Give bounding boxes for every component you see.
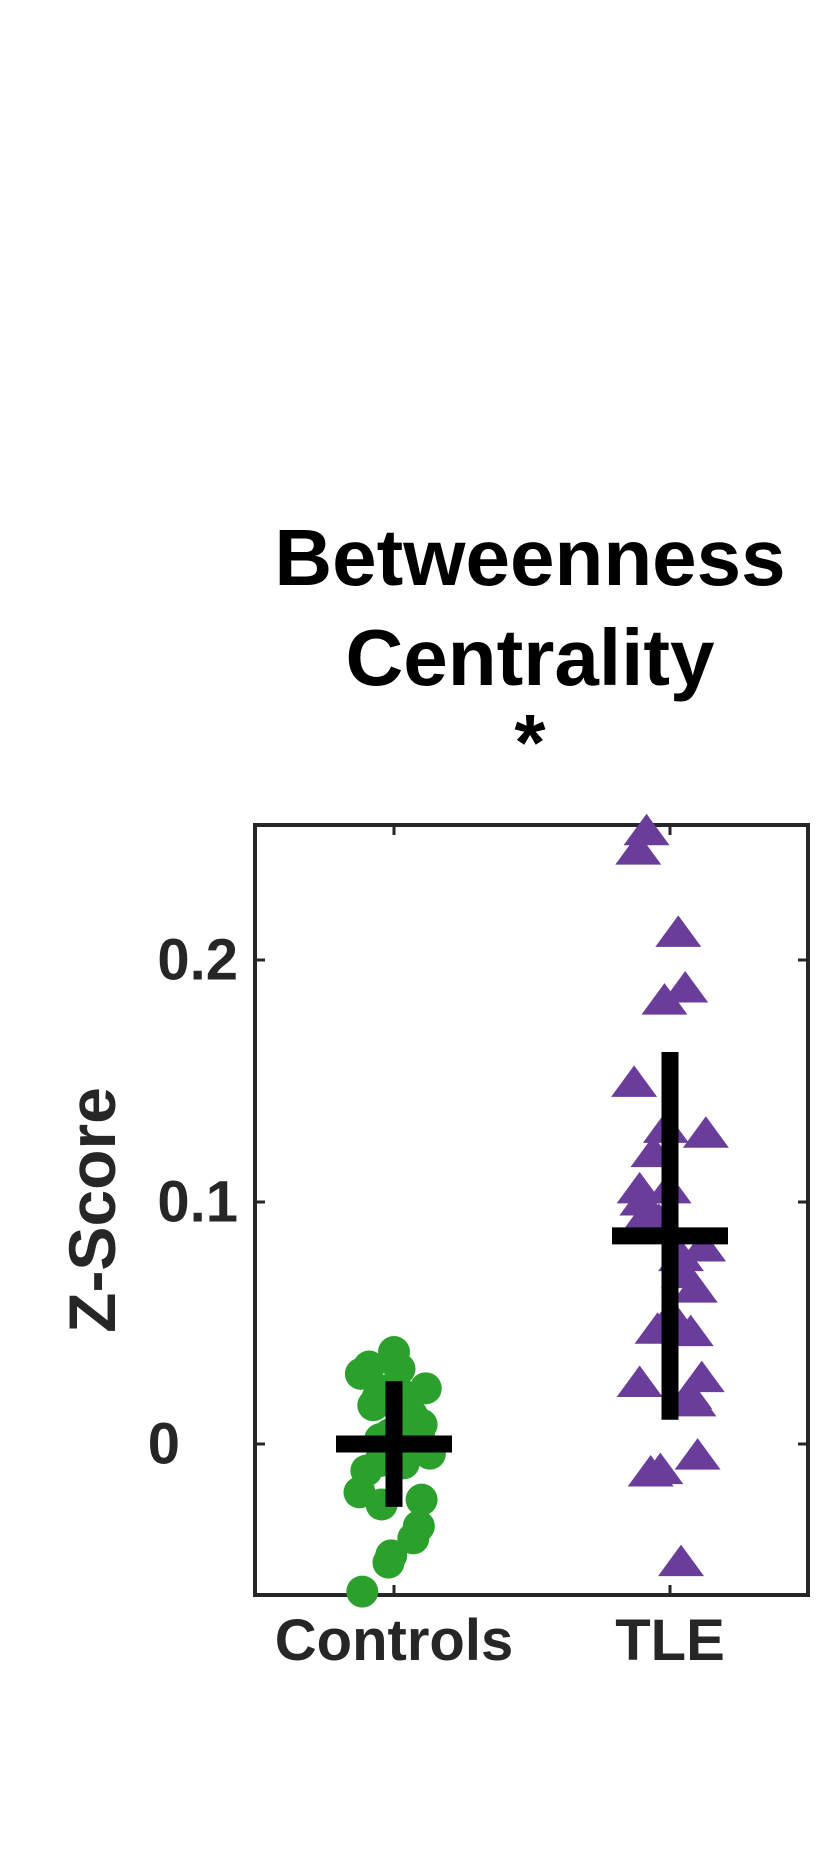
point-tle-26 <box>674 1438 721 1470</box>
point-tle-1 <box>615 833 662 865</box>
point-controls-9 <box>409 1372 442 1405</box>
point-controls-22 <box>405 1483 438 1516</box>
summary-bars <box>336 1051 728 1507</box>
y-tick-label-0: 0 <box>148 1412 180 1477</box>
point-tle-17 <box>671 1271 718 1303</box>
x-tick-label-tle: TLE <box>615 1608 725 1673</box>
point-tle-14 <box>680 1229 727 1262</box>
point-tle-22 <box>616 1365 663 1397</box>
point-tle-29 <box>658 1544 705 1577</box>
point-tle-2 <box>655 915 702 947</box>
point-tle-0 <box>623 813 670 846</box>
point-tle-3 <box>662 971 709 1003</box>
axis-ticks <box>255 825 808 1595</box>
significance-marker: * <box>514 698 546 787</box>
point-tle-28 <box>637 1452 684 1485</box>
point-controls-24 <box>397 1522 430 1555</box>
point-tle-25 <box>670 1384 717 1417</box>
point-tle-6 <box>682 1116 729 1148</box>
point-tle-9 <box>616 1171 663 1204</box>
point-controls-27 <box>346 1575 379 1608</box>
point-tle-5 <box>611 1065 658 1097</box>
plot-area-frame <box>253 823 810 1597</box>
x-tick-label-controls: Controls <box>275 1608 513 1673</box>
point-controls-12 <box>405 1408 438 1441</box>
y-tick-label-0-1: 0.1 <box>157 1170 238 1235</box>
chart-title-line-2: Centrality <box>346 613 715 702</box>
chart-title-line-1: Betweenness <box>274 513 785 602</box>
y-axis-label: Z-Score <box>55 1087 129 1333</box>
point-tle-4 <box>641 983 688 1015</box>
point-tle-21 <box>667 1314 714 1347</box>
point-controls-26 <box>372 1546 405 1579</box>
point-controls-6 <box>383 1352 416 1385</box>
y-tick-label-0-2: 0.2 <box>157 928 238 993</box>
point-controls-1 <box>353 1350 386 1383</box>
